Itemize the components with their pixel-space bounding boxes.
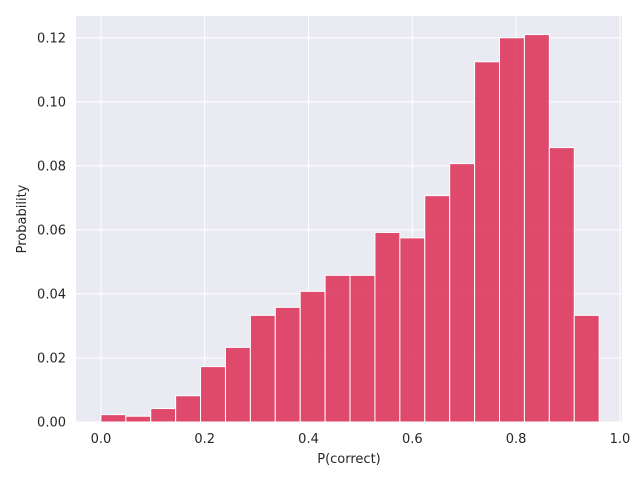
- x-tick-label: 0.0: [91, 432, 112, 447]
- histogram-bar: [499, 37, 525, 423]
- y-axis-label: Probability: [15, 184, 30, 253]
- y-tick-label: 0.12: [37, 31, 66, 46]
- histogram-bar: [399, 237, 426, 423]
- y-tick-label: 0.06: [37, 223, 66, 238]
- x-tick-label: 0.6: [402, 432, 423, 447]
- histogram-bar: [548, 147, 575, 423]
- x-tick-label: 0.4: [298, 432, 319, 447]
- y-tick-labels: 0.00 0.02 0.04 0.06 0.08 0.10 0.12: [37, 31, 66, 430]
- x-axis-label: P(correct): [317, 452, 381, 467]
- histogram-bar: [125, 415, 152, 423]
- histogram-bar: [249, 314, 276, 423]
- y-tick-label: 0.04: [37, 287, 66, 302]
- histogram-bar: [324, 274, 351, 423]
- histogram-bar: [175, 395, 202, 423]
- histogram-bar: [150, 408, 177, 423]
- x-tick-label: 0.8: [506, 432, 527, 447]
- histogram-bar: [449, 163, 476, 423]
- x-tick-label: 0.2: [194, 432, 215, 447]
- histogram-bar: [224, 346, 251, 423]
- histogram-bar: [573, 314, 600, 423]
- histogram-bars: [100, 34, 600, 423]
- histogram-bar: [274, 306, 301, 423]
- y-tick-label: 0.00: [37, 416, 66, 431]
- histogram-bar: [374, 231, 401, 423]
- histogram-bar: [349, 274, 376, 423]
- histogram-bar: [523, 34, 550, 423]
- x-tick-label: 1.0: [610, 432, 631, 447]
- y-tick-label: 0.02: [37, 351, 66, 366]
- y-tick-label: 0.08: [37, 159, 66, 174]
- histogram-bar: [299, 290, 326, 423]
- histogram-bar: [474, 61, 501, 423]
- histogram-bar: [424, 195, 451, 423]
- histogram-bar: [100, 414, 127, 423]
- x-tick-labels: 0.0 0.2 0.4 0.6 0.8 1.0: [91, 432, 631, 447]
- y-tick-label: 0.10: [37, 95, 66, 110]
- histogram-bar: [200, 366, 226, 423]
